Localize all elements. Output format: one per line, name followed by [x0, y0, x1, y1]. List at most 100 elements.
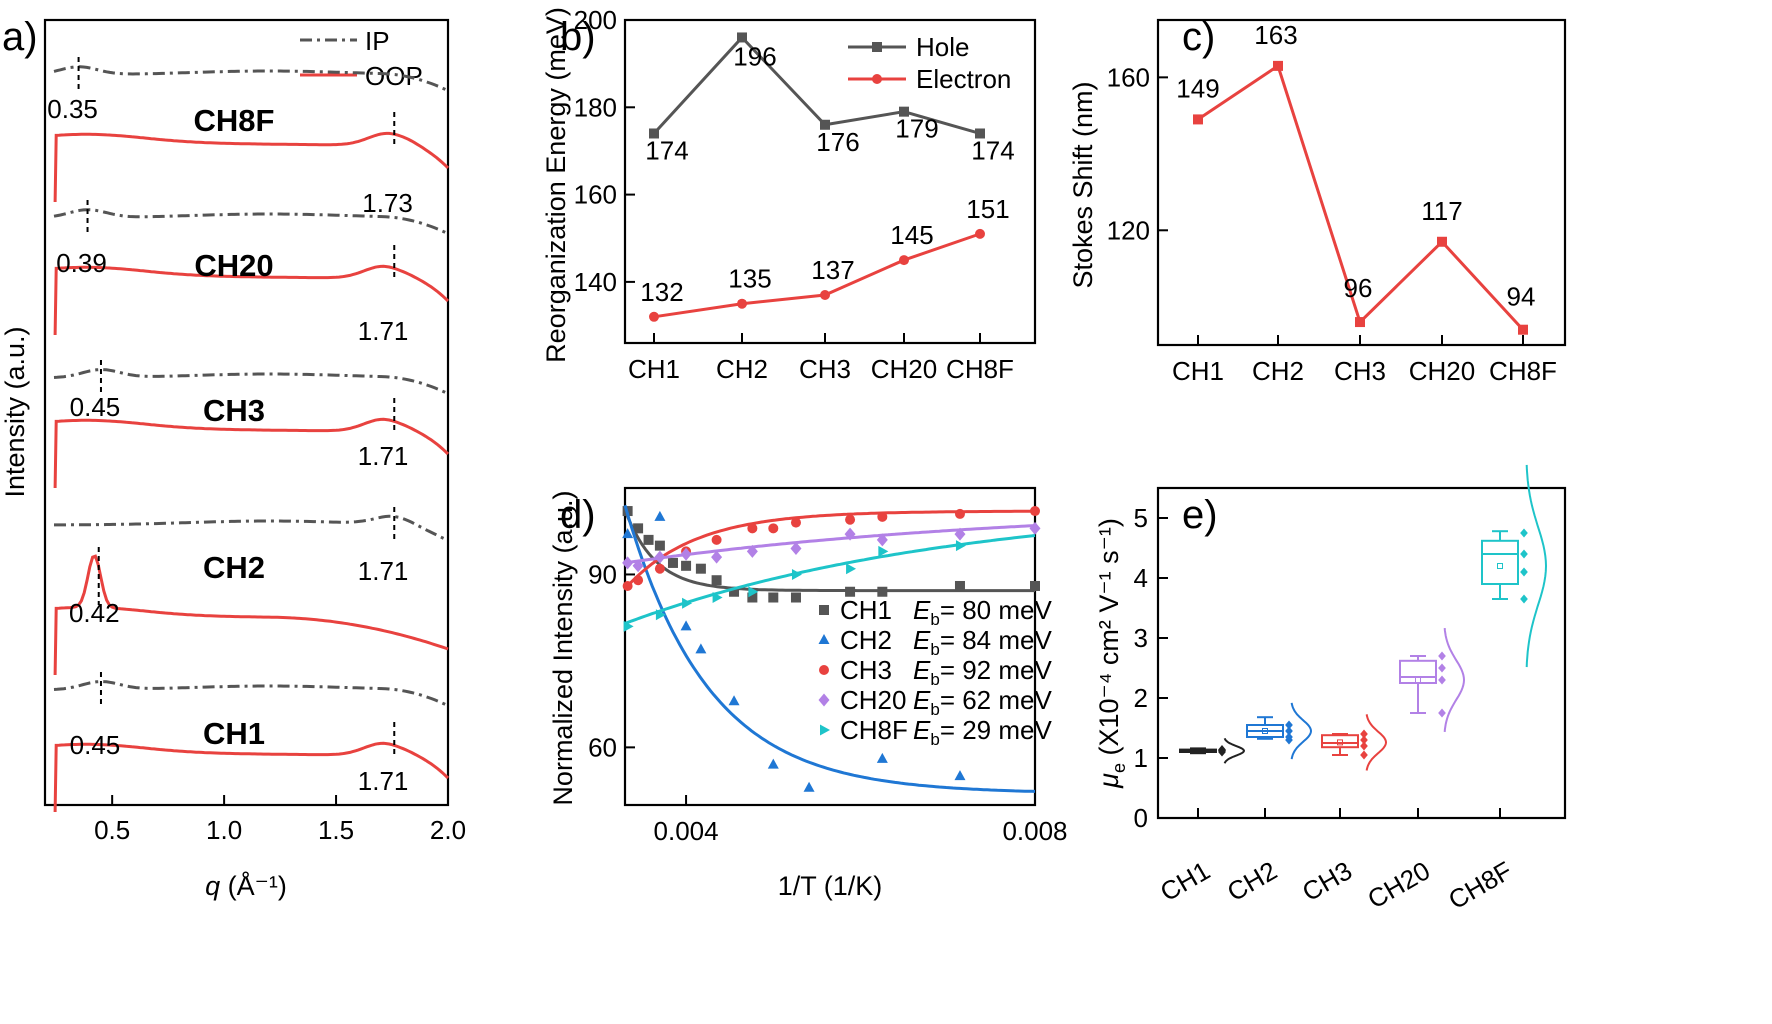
data-point	[1285, 732, 1293, 742]
legend-oop-label: OOP	[365, 61, 423, 91]
legend-marker-CH1	[819, 605, 829, 615]
sample-name-CH2: CH2	[203, 550, 265, 585]
x-tick-label: CH8F	[1443, 855, 1517, 915]
x-tick-label: CH20	[1409, 356, 1475, 386]
data-point	[1285, 720, 1293, 730]
distribution-curve-CH20	[1443, 628, 1466, 732]
data-point	[1218, 745, 1226, 755]
oop-peak-label: 1.73	[362, 188, 413, 218]
legend-marker-CH3	[819, 665, 829, 675]
sample-name-CH3: CH3	[203, 393, 265, 428]
data-point	[667, 557, 678, 568]
data-point	[1520, 594, 1528, 604]
data-point	[1518, 324, 1528, 335]
data-label: 196	[733, 41, 776, 71]
oop-curve-CH8F	[53, 131, 450, 203]
y-tick-label: 120	[1107, 215, 1150, 245]
data-point	[955, 540, 966, 552]
fit-curve-CH1	[623, 509, 1035, 593]
data-label: 117	[1421, 196, 1462, 226]
data-point	[746, 544, 758, 558]
x-axis-unit: (Å⁻¹)	[220, 870, 287, 901]
ip-curve-CH8F	[53, 65, 449, 93]
data-point	[820, 289, 830, 300]
legend-name: CH1	[840, 595, 892, 625]
y-axis-label: μe (X10⁻⁴ cm² V⁻¹ s⁻¹)	[1094, 518, 1129, 789]
panel-label-e: e)	[1182, 493, 1218, 537]
data-point	[655, 609, 666, 621]
data-label: 176	[816, 127, 859, 157]
eb-symbol: E	[913, 655, 931, 685]
data-point	[899, 255, 909, 266]
oop-curve-CH3	[53, 417, 450, 489]
fit-curve-CH2	[623, 504, 1036, 793]
data-point	[682, 597, 693, 609]
oop-peak-label: 0.42	[69, 598, 120, 628]
data-label: 151	[966, 194, 1009, 224]
y-tick-label: 200	[574, 5, 617, 35]
legend-hole-marker	[872, 42, 882, 52]
y-tick-label: 4	[1134, 563, 1148, 593]
x-tick-label: CH2	[1252, 356, 1304, 386]
x-tick-label: CH1	[1155, 855, 1215, 907]
eb-subscript: b	[930, 730, 939, 749]
data-point	[803, 781, 815, 792]
x-tick-label: 0.008	[1002, 816, 1067, 846]
legend-eb: Eb= 80 meV	[913, 595, 1052, 629]
distribution-curve-CH1	[1223, 737, 1246, 764]
fit-curve-CH20	[624, 524, 1036, 565]
y-tick-label: 140	[574, 267, 617, 297]
legend-electron-marker	[872, 74, 882, 84]
data-label: 145	[890, 220, 933, 250]
x-tick-label: CH3	[799, 354, 851, 384]
data-point	[876, 533, 888, 547]
eb-symbol: E	[913, 715, 931, 745]
x-tick-label: CH2	[1222, 855, 1282, 907]
plot-frame	[43, 18, 450, 807]
data-point	[1029, 521, 1041, 535]
data-point	[1437, 236, 1447, 247]
x-axis-var: q	[205, 871, 220, 901]
panel-label-d: d)	[560, 493, 596, 537]
eb-subscript: b	[930, 700, 939, 719]
x-tick-label: CH1	[628, 354, 680, 384]
data-point	[845, 514, 856, 525]
data-point	[877, 511, 888, 522]
data-label: 94	[1507, 282, 1536, 312]
data-point	[975, 128, 985, 139]
data-point	[1360, 729, 1368, 739]
sample-name-CH1: CH1	[203, 716, 265, 751]
data-point	[623, 620, 634, 632]
data-label: 179	[895, 114, 938, 144]
panel-d-temperature: 60 90 0.004 0.008 1/T (1/K) Normalized Intens…	[548, 486, 1068, 901]
data-point	[1030, 580, 1040, 591]
plot-frame	[1156, 18, 1567, 347]
eb-symbol: E	[913, 685, 931, 715]
data-point	[737, 298, 747, 309]
data-point	[954, 580, 965, 591]
x-axis-label: q (Å⁻¹)	[205, 870, 287, 901]
legend-ip-label: IP	[365, 26, 390, 56]
x-tick-label: CH2	[716, 354, 768, 384]
x-tick-label: CH1	[1172, 356, 1224, 386]
data-point	[899, 106, 909, 117]
panel-b-reorganization: 140 160 180 200 CH1 CH2 CH3 CH20 CH8F Reorganizat…	[541, 5, 1037, 384]
sample-name-CH8F: CH8F	[194, 103, 275, 138]
data-point	[747, 523, 758, 534]
panel-c-stokes: 120 160 CH1 CH2 CH3 CH20 CH8F Stokes Shift (nm)…	[1068, 18, 1567, 386]
oop-curve-CH1	[53, 741, 450, 813]
data-point	[954, 770, 966, 781]
data-point	[1193, 114, 1203, 125]
y-tick-label: 180	[574, 92, 617, 122]
ip-curve-CH20	[53, 208, 449, 236]
data-point	[845, 586, 856, 597]
y-tick-label: 2	[1134, 683, 1148, 713]
ip-curve-CH3	[53, 368, 449, 396]
eb-symbol: E	[913, 625, 931, 655]
data-point	[633, 575, 644, 586]
ip-curve-CH2	[54, 514, 449, 542]
data-point	[654, 540, 665, 551]
eb-value: = 80 meV	[940, 595, 1053, 625]
sample-name-CH20: CH20	[194, 248, 273, 283]
y-tick-label: 5	[1134, 503, 1148, 533]
